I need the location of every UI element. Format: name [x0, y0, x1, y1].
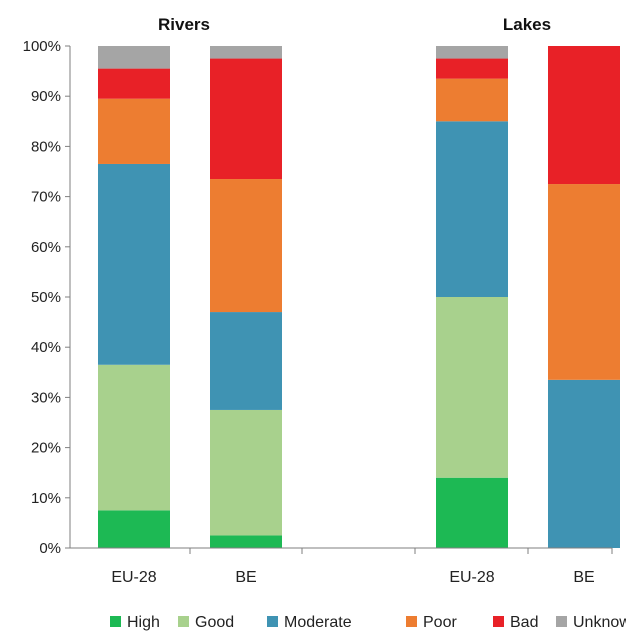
legend-label-moderate: Moderate	[284, 614, 352, 631]
bars-layer	[98, 46, 620, 548]
bar-segment-bad	[98, 68, 170, 99]
bar-segment-unknown	[210, 46, 282, 59]
legend-label-unknown: Unknown	[573, 614, 626, 631]
bar-segment-moderate	[436, 121, 508, 297]
bar-segment-bad	[210, 58, 282, 180]
y-tick-label: 0%	[39, 540, 61, 557]
y-tick-label: 40%	[31, 339, 61, 356]
x-category-label: EU-28	[111, 569, 156, 586]
legend-label-good: Good	[195, 614, 234, 631]
bar-segment-moderate	[548, 379, 620, 548]
y-tick-label: 70%	[31, 189, 61, 206]
y-tick-label: 20%	[31, 440, 61, 457]
group-title-rivers: Rivers	[158, 15, 210, 34]
legend-swatch-good	[178, 616, 189, 627]
x-axis: EU-28 BE EU-28 BE	[70, 547, 613, 586]
legend-swatch-poor	[406, 616, 417, 627]
legend-swatch-unknown	[556, 616, 567, 627]
legend-label-poor: Poor	[423, 614, 457, 631]
y-tick-label: 30%	[31, 389, 61, 406]
legend: High Good Moderate Poor Bad Unknown	[110, 614, 626, 631]
bar-segment-bad	[436, 58, 508, 79]
bar-segment-bad	[548, 46, 620, 185]
x-category-label: BE	[573, 569, 594, 586]
y-tick-label: 50%	[31, 289, 61, 306]
legend-swatch-bad	[493, 616, 504, 627]
bar-segment-moderate	[210, 312, 282, 410]
y-tick-label: 10%	[31, 490, 61, 507]
y-tick-label: 90%	[31, 88, 61, 105]
legend-label-bad: Bad	[510, 614, 538, 631]
bar-segment-moderate	[98, 163, 170, 365]
y-tick-label: 100%	[23, 38, 61, 55]
legend-swatch-moderate	[267, 616, 278, 627]
bar-segment-good	[436, 297, 508, 478]
group-title-lakes: Lakes	[503, 15, 551, 34]
bar-segment-poor	[436, 78, 508, 122]
bar-segment-unknown	[436, 46, 508, 59]
group-titles: Rivers Lakes	[158, 15, 551, 34]
bar-segment-high	[98, 510, 170, 548]
bar-segment-good	[98, 364, 170, 511]
bar-segment-high	[210, 535, 282, 548]
x-category-label: EU-28	[449, 569, 494, 586]
bar-segment-poor	[98, 98, 170, 164]
legend-label-high: High	[127, 614, 160, 631]
bar-segment-poor	[548, 184, 620, 380]
bar-segment-unknown	[98, 46, 170, 69]
bar-segment-poor	[210, 179, 282, 313]
bar-segment-good	[210, 409, 282, 536]
y-axis: 0% 10% 20% 30% 40% 50% 60% 70% 80% 90% 100%	[23, 38, 71, 557]
x-category-label: BE	[235, 569, 256, 586]
bar-segment-high	[436, 477, 508, 548]
y-tick-label: 80%	[31, 138, 61, 155]
legend-swatch-high	[110, 616, 121, 627]
y-tick-label: 60%	[31, 239, 61, 256]
